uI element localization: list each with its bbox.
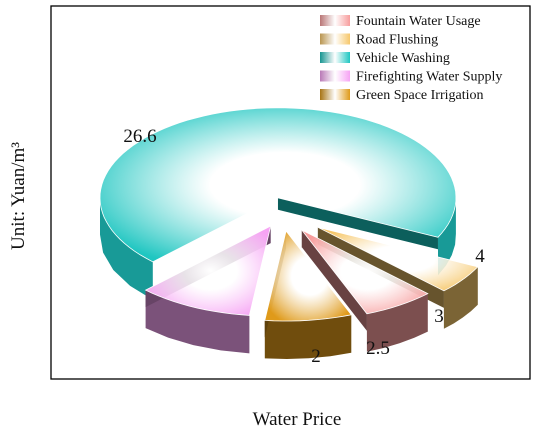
legend-label-green-space-irrigation: Green Space Irrigation — [356, 88, 484, 103]
legend-label-vehicle-washing: Vehicle Washing — [356, 51, 450, 66]
slice-side-green-space-irrigation — [264, 314, 352, 359]
legend-swatch-fountain-water-usage — [320, 15, 350, 26]
value-labels: 26.6 2 2.5 3 4 — [123, 126, 485, 367]
slice-side-fountain-water-usage — [366, 293, 428, 352]
legend-swatch-vehicle-washing — [320, 52, 350, 63]
slice-side-vehicle-washing — [438, 195, 456, 276]
x-axis-label: Water Price — [253, 409, 342, 430]
value-label-vehicle-washing: 26.6 — [123, 126, 156, 147]
legend-swatch-firefighting-water-supply — [320, 70, 350, 82]
legend-swatch-green-space-irrigation — [320, 89, 350, 100]
value-label-fountain-water-usage: 2.5 — [366, 338, 390, 359]
slice-side-firefighting-water-supply — [145, 290, 250, 354]
legend-swatch-road-flushing — [320, 33, 350, 45]
slice-side-road-flushing — [443, 266, 478, 329]
legend: Fountain Water Usage Road Flushing Vehicle… — [320, 14, 502, 103]
slice-fountain-water-usage — [301, 229, 429, 315]
slice-cut-vehicle-washing — [277, 197, 438, 250]
slice-green-space-irrigation — [264, 230, 353, 322]
slice-road-flushing — [317, 226, 479, 292]
slice-vehicle-washing — [99, 107, 457, 263]
legend-label-road-flushing: Road Flushing — [356, 33, 438, 48]
value-label-green-space-irrigation: 3 — [434, 306, 444, 327]
y-axis-label: Unit: Yuan/m³ — [8, 142, 29, 250]
slice-cut-fountain-water-usage — [301, 230, 367, 331]
pie-tops — [99, 107, 479, 322]
slice-side-vehicle-washing — [100, 196, 153, 300]
value-label-firefighting-water-supply: 4 — [475, 246, 485, 267]
legend-label-firefighting-water-supply: Firefighting Water Supply — [356, 70, 502, 85]
legend-label-fountain-water-usage: Fountain Water Usage — [356, 14, 481, 29]
slice-firefighting-water-supply — [144, 225, 272, 316]
value-label-road-flushing: 2 — [311, 346, 321, 367]
